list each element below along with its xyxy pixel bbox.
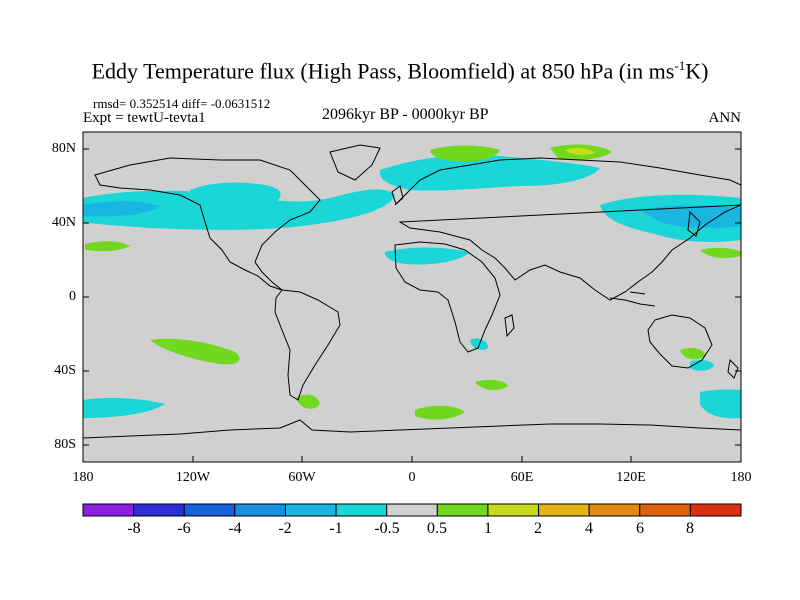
australia-negative — [690, 359, 714, 371]
colorbar-swatch — [436, 503, 489, 517]
lon-tick-label: 180 — [730, 470, 752, 485]
colorbar-label: 1 — [484, 520, 492, 537]
colorbar-label: 0.5 — [427, 520, 447, 537]
antarctica-coast — [83, 419, 741, 439]
africa-coast — [394, 241, 501, 353]
lon-tick-label: 0 — [408, 470, 416, 485]
south-indian-negative — [83, 397, 165, 418]
colorbar-label: -8 — [127, 520, 141, 537]
lat-tick-label: 80N — [51, 141, 76, 156]
colorbar-swatch — [386, 503, 438, 517]
uk-coast — [391, 185, 404, 205]
greenland-coast — [329, 144, 381, 181]
colorbar-label: 6 — [636, 520, 644, 537]
colorbar-swatch — [639, 503, 691, 517]
axis-ticks — [82, 148, 742, 462]
colorbar — [82, 503, 742, 517]
north-america-coast — [94, 157, 321, 291]
south-indian-positive — [475, 379, 508, 391]
madagascar-coast — [504, 314, 515, 338]
colorbar-swatch — [284, 503, 337, 517]
mediterranean-negative — [384, 247, 470, 265]
colorbar-label: -6 — [177, 520, 191, 537]
new-zealand-coast — [727, 358, 739, 379]
colorbar-swatch — [588, 503, 641, 517]
experiment-label: Expt = tewtU-tevta1 — [83, 110, 206, 126]
lat-tick-label: 40S — [54, 363, 76, 378]
lon-tick-label: 60W — [288, 470, 316, 485]
map-title: Eddy Temperature flux (High Pass, Bloomf… — [91, 58, 709, 84]
arctic-positive — [430, 145, 500, 162]
scandinavia-negative — [379, 154, 600, 191]
southern-ocean-negative — [700, 389, 741, 419]
antarctic-pen-positive — [296, 394, 320, 409]
colorbar-swatch — [335, 503, 388, 517]
australia-positive — [680, 348, 706, 360]
south-pacific-positive — [150, 338, 240, 365]
negative-anomaly-regions — [83, 154, 741, 419]
colorbar-swatch — [487, 503, 540, 517]
south-america-coast — [274, 289, 341, 401]
period-label: 2096kyr BP - 0000kyr BP — [322, 106, 489, 123]
stats-text: rmsd= 0.352514 diff= -0.0631512 — [93, 96, 271, 111]
japan-coast — [687, 210, 701, 237]
lon-tick-label: 120E — [616, 470, 646, 485]
atlantic-subtropical-positive — [85, 241, 130, 252]
lon-tick-label: 120W — [175, 470, 211, 485]
colorbar-swatch — [82, 503, 135, 517]
colorbar-label: -1 — [329, 520, 343, 537]
europe-asia-coast — [394, 157, 741, 301]
lat-tick-label: 40N — [51, 215, 76, 230]
positive-anomaly-regions — [85, 144, 741, 420]
colorbar-label: -2 — [278, 520, 292, 537]
pacific-subtropical-positive — [700, 247, 741, 258]
colorbar-swatch — [133, 503, 185, 517]
colorbar-label: 8 — [686, 520, 694, 537]
colorbar-label: 4 — [585, 520, 593, 537]
siberia-positive-core — [565, 147, 595, 155]
colorbar-swatch — [234, 503, 286, 517]
north-atlantic-core — [83, 201, 160, 217]
indonesia-coast — [609, 291, 656, 307]
season-label: ANN — [708, 110, 742, 126]
colorbar-label: -0.5 — [374, 520, 400, 537]
canada-negative — [190, 182, 281, 212]
southern-ocean-positive — [415, 405, 465, 420]
colorbar-swatch — [538, 503, 590, 517]
lat-tick-label: 0 — [69, 289, 76, 304]
lon-tick-label: 60E — [510, 470, 534, 485]
lon-tick-label: 180 — [72, 470, 94, 485]
colorbar-swatch — [183, 503, 236, 517]
colorbar-label: 2 — [534, 520, 542, 537]
coastlines — [83, 144, 741, 439]
lat-tick-label: 80S — [54, 437, 76, 452]
colorbar-label: -4 — [228, 520, 242, 537]
colorbar-swatch — [689, 503, 742, 517]
australia-coast — [647, 314, 713, 369]
north-pacific-core — [640, 205, 741, 229]
